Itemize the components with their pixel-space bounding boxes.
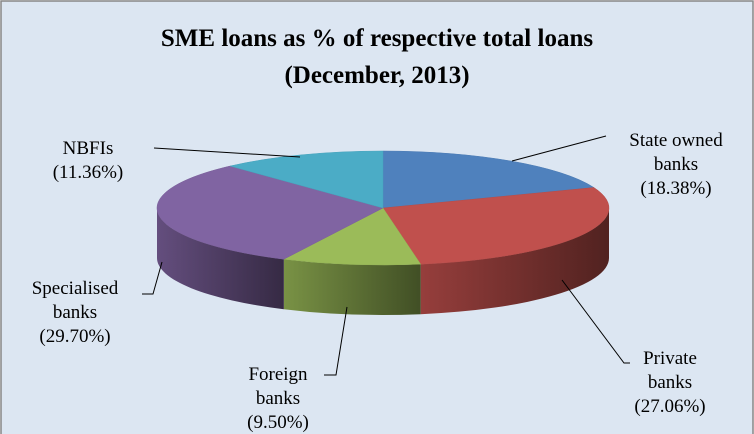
slice-name-label: State owned: [629, 130, 723, 151]
slice-value-label: (11.36%): [53, 162, 124, 183]
pie-sides: [157, 208, 609, 316]
pie-labels: State owned banks (18.38%) Private banks (27.…: [32, 130, 723, 433]
chart-subtitle: (December, 2013): [284, 62, 469, 89]
slice-name-label: banks: [53, 302, 97, 323]
pie-top: [156, 150, 610, 266]
leader-line: [153, 147, 301, 158]
leader-line: [511, 135, 607, 162]
leader-line: [324, 306, 348, 376]
pie-slice: [229, 150, 384, 209]
slice-name-label: Specialised: [32, 278, 119, 299]
pie-slice: [382, 150, 595, 209]
pie-slice-side: [420, 208, 609, 315]
slice-value-label: (27.06%): [634, 396, 705, 417]
pie-slice: [156, 165, 384, 260]
leader-line: [142, 261, 163, 295]
slice-name-label: banks: [654, 154, 698, 175]
chart-title: SME loans as % of respective total loans: [161, 25, 593, 52]
slice-name-label: Foreign: [248, 364, 308, 385]
slice-name-label: banks: [256, 388, 300, 409]
slice-name-label: banks: [648, 372, 692, 393]
pie-slice: [283, 207, 422, 266]
pie-slice: [382, 187, 610, 265]
pie-slice-side: [283, 259, 421, 316]
slice-name-label: NBFIs: [63, 138, 114, 159]
slice-value-label: (9.50%): [247, 412, 309, 433]
slice-value-label: (18.38%): [640, 178, 711, 199]
slice-value-label: (29.70%): [39, 326, 110, 347]
slice-name-label: Private: [643, 348, 697, 369]
leader-line: [561, 279, 630, 364]
pie-slice-side: [157, 208, 284, 310]
